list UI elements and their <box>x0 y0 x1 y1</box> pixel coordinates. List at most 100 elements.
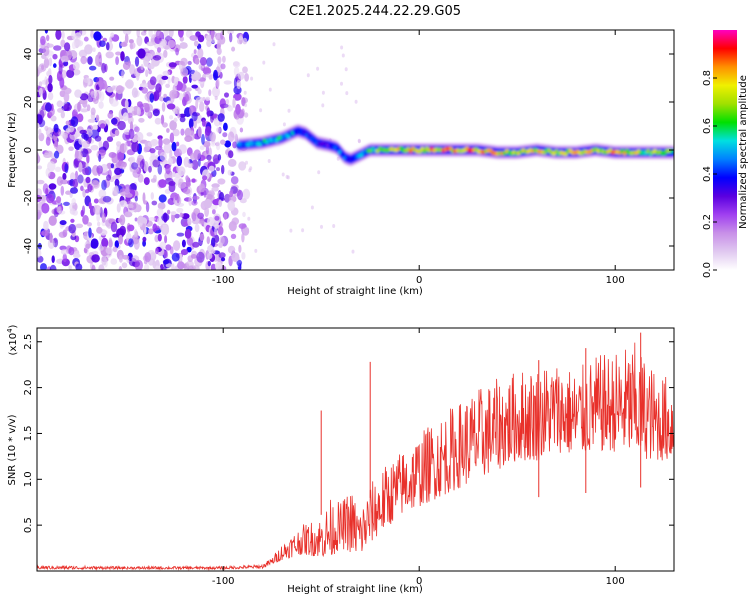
noise-speckle <box>37 154 41 164</box>
noise-speckle <box>209 131 216 142</box>
noise-speckle <box>146 132 153 137</box>
noise-speckle <box>69 208 76 215</box>
noise-speckle <box>49 264 57 270</box>
noise-speckle <box>93 31 102 41</box>
noise-speckle <box>223 122 228 131</box>
noise-speckle <box>131 110 137 116</box>
noise-speckle <box>289 228 293 233</box>
noise-speckle <box>68 265 72 270</box>
noise-speckle <box>206 154 212 161</box>
noise-speckle <box>47 83 53 93</box>
noise-speckle <box>158 137 163 148</box>
noise-speckle <box>99 40 106 47</box>
noise-speckle <box>88 202 92 210</box>
noise-speckle <box>110 99 119 107</box>
noise-speckle <box>225 99 230 105</box>
noise-speckle <box>191 200 198 206</box>
noise-speckle <box>59 220 67 226</box>
noise-speckle <box>166 209 171 215</box>
noise-speckle <box>137 160 141 169</box>
noise-speckle <box>162 259 170 265</box>
noise-speckle <box>239 198 247 204</box>
noise-speckle <box>111 117 118 125</box>
noise-speckle <box>137 101 143 108</box>
noise-speckle <box>197 126 202 138</box>
noise-speckle <box>122 112 129 122</box>
noise-speckle <box>121 162 126 170</box>
spectrogram-x-ticks: -100 0 100 <box>212 30 625 286</box>
noise-speckle <box>220 257 226 262</box>
noise-speckle <box>90 107 96 116</box>
noise-speckle <box>70 116 79 127</box>
noise-speckle <box>238 223 247 229</box>
noise-speckle <box>101 212 106 223</box>
noise-speckle <box>198 183 206 193</box>
noise-speckle <box>197 212 205 219</box>
noise-speckle <box>175 47 180 56</box>
noise-speckle <box>143 30 147 33</box>
noise-speckle <box>163 251 169 259</box>
noise-speckle <box>152 260 156 269</box>
noise-speckle <box>193 40 199 47</box>
noise-speckle <box>282 122 286 127</box>
noise-speckle <box>43 57 50 69</box>
noise-speckle <box>321 103 325 108</box>
noise-speckle <box>81 140 90 148</box>
noise-speckle <box>37 209 43 217</box>
noise-speckle <box>168 62 177 68</box>
noise-speckle <box>163 30 169 37</box>
noise-speckle <box>222 55 226 63</box>
noise-speckle <box>64 163 69 174</box>
noise-speckle <box>91 254 100 263</box>
noise-speckle <box>217 226 224 236</box>
noise-speckle <box>184 229 192 239</box>
noise-speckle <box>60 111 65 119</box>
noise-speckle <box>87 118 96 123</box>
noise-speckle <box>231 46 236 52</box>
noise-speckle <box>228 150 234 159</box>
noise-speckle <box>191 212 197 222</box>
noise-speckle <box>336 156 340 161</box>
noise-speckle <box>59 77 65 88</box>
noise-speckle <box>87 56 93 65</box>
noise-speckle <box>41 64 45 71</box>
noise-speckle <box>51 255 55 263</box>
noise-speckle <box>46 34 50 42</box>
noise-speckle <box>198 240 203 246</box>
noise-speckle <box>87 183 93 193</box>
noise-speckle <box>162 70 171 77</box>
noise-speckle <box>70 172 76 182</box>
noise-speckle <box>194 57 200 65</box>
noise-speckle <box>173 76 179 87</box>
noise-speckle <box>114 129 120 136</box>
noise-speckle <box>238 71 245 80</box>
colorbar-ticks: 0.0 0.2 0.4 0.6 0.8 <box>702 70 717 278</box>
noise-speckle <box>345 91 349 96</box>
noise-speckle <box>189 35 198 41</box>
noise-speckle <box>152 55 162 61</box>
noise-speckle <box>53 45 62 51</box>
noise-speckle <box>86 104 91 112</box>
noise-speckle <box>354 99 358 104</box>
noise-speckle <box>174 194 178 201</box>
noise-speckle <box>72 61 80 71</box>
noise-speckle <box>75 223 84 229</box>
noise-speckle <box>147 140 156 148</box>
noise-speckle <box>48 183 57 190</box>
noise-speckle <box>44 30 48 34</box>
noise-speckle <box>134 259 143 270</box>
noise-speckle <box>86 222 92 227</box>
noise-speckle <box>167 39 176 49</box>
x-tick-label: 0 <box>416 275 422 286</box>
snr-x-label: Height of straight line (km) <box>287 584 423 595</box>
noise-speckle <box>73 158 79 169</box>
signal-track-core <box>302 129 307 135</box>
noise-speckle <box>244 103 248 108</box>
noise-speckle <box>48 215 57 226</box>
noise-speckle <box>82 188 86 198</box>
noise-speckle <box>68 146 74 151</box>
noise-speckle <box>122 61 131 70</box>
noise-speckle <box>149 148 156 154</box>
noise-speckle <box>159 241 166 250</box>
noise-speckle <box>132 168 141 178</box>
